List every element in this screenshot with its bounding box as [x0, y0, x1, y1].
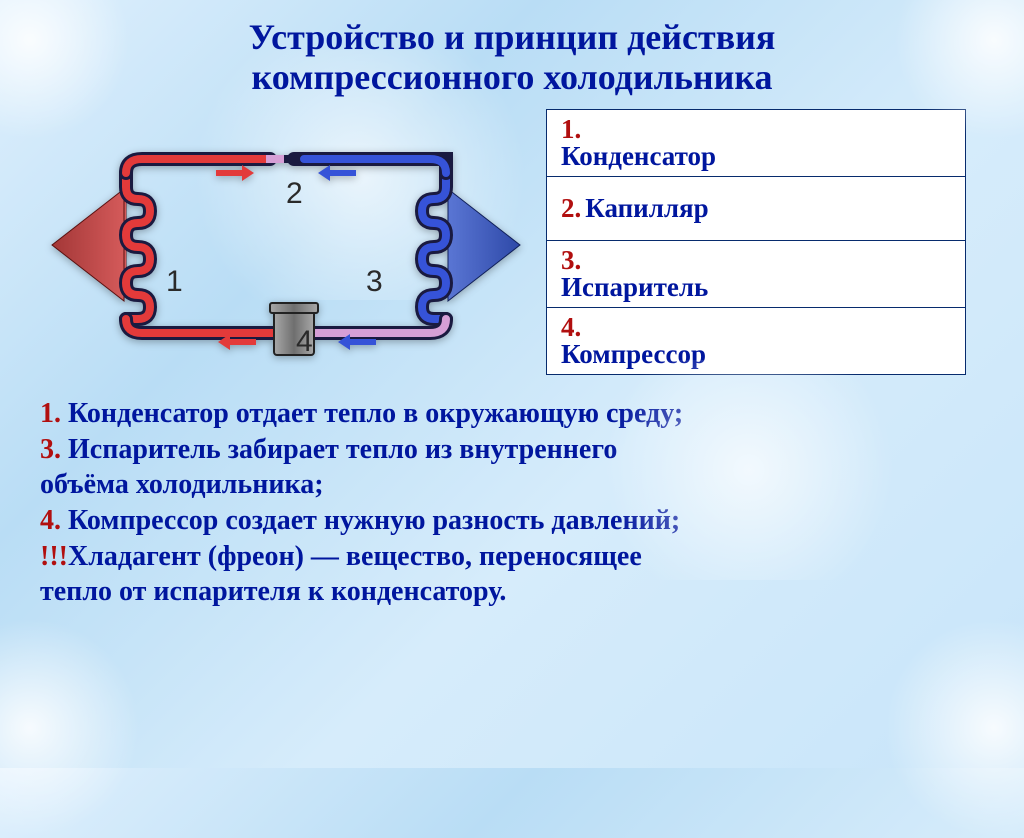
legend-num-4: 4.: [561, 312, 581, 342]
condenser-coil: [126, 173, 150, 319]
legend-num-2: 2.: [561, 193, 581, 223]
body-key-3: Испаритель: [68, 434, 221, 465]
label-2: 2: [286, 177, 303, 211]
mid-row: 1 2 3 4 1. Конденсатор 2. Капилляр 3: [40, 115, 984, 375]
legend-label-4: Компрессор: [561, 339, 706, 369]
diagram-svg: [46, 115, 526, 375]
body-num-3: 3.: [40, 434, 61, 465]
body-rest-1: отдает тепло в окружающую среду;: [229, 398, 683, 429]
legend-num-3: 3.: [561, 245, 581, 275]
body-key-4: Компрессор: [68, 505, 218, 536]
label-1: 1: [166, 265, 183, 299]
label-4: 4: [296, 325, 313, 359]
body-bang-rest2: тепло от испарителя к конденсатору.: [40, 576, 506, 607]
legend-label-1: Конденсатор: [561, 141, 716, 171]
refrigeration-cycle-diagram: 1 2 3 4: [46, 115, 526, 375]
capillary-tube: [126, 155, 446, 173]
body-rest-3a: забирает тепло из внутреннего: [221, 434, 618, 465]
explanation-text: 1. Конденсатор отдает тепло в окружающую…: [40, 397, 984, 609]
body-rest-3b: объёма холодильника;: [40, 469, 324, 500]
body-bang-key1: Хладагент: [68, 541, 201, 572]
body-num-1: 1.: [40, 398, 61, 429]
label-3: 3: [366, 265, 383, 299]
evaporator-coil: [422, 173, 446, 319]
body-key-1: Конденсатор: [68, 398, 229, 429]
legend-row-2: 2. Капилляр: [547, 177, 966, 241]
body-bang: !!!: [40, 541, 68, 572]
body-paren-close: ): [295, 541, 311, 572]
title-line2: компрессионного холодильника: [251, 57, 772, 97]
legend-row-4: 4. Компрессор: [547, 308, 966, 375]
legend-row-3: 3. Испаритель: [547, 241, 966, 308]
title-line1: Устройство и принцип действия: [249, 17, 776, 57]
big-arrow-right: [448, 189, 520, 301]
legend-num-1: 1.: [561, 114, 581, 144]
legend-label-3: Испаритель: [561, 272, 708, 302]
legend-label-2: Капилляр: [585, 193, 708, 223]
body-bang-rest1: — вещество, переносящее: [311, 541, 642, 572]
legend-table: 1. Конденсатор 2. Капилляр 3. Испаритель…: [546, 109, 966, 375]
body-bang-key2: фреон: [217, 541, 295, 572]
body-rest-4: создает нужную разность давлений;: [218, 505, 680, 536]
slide-title: Устройство и принцип действия компрессио…: [40, 18, 984, 97]
body-num-4: 4.: [40, 505, 61, 536]
body-paren-open: (: [201, 541, 217, 572]
big-arrow-left: [52, 189, 124, 301]
legend-row-1: 1. Конденсатор: [547, 110, 966, 177]
